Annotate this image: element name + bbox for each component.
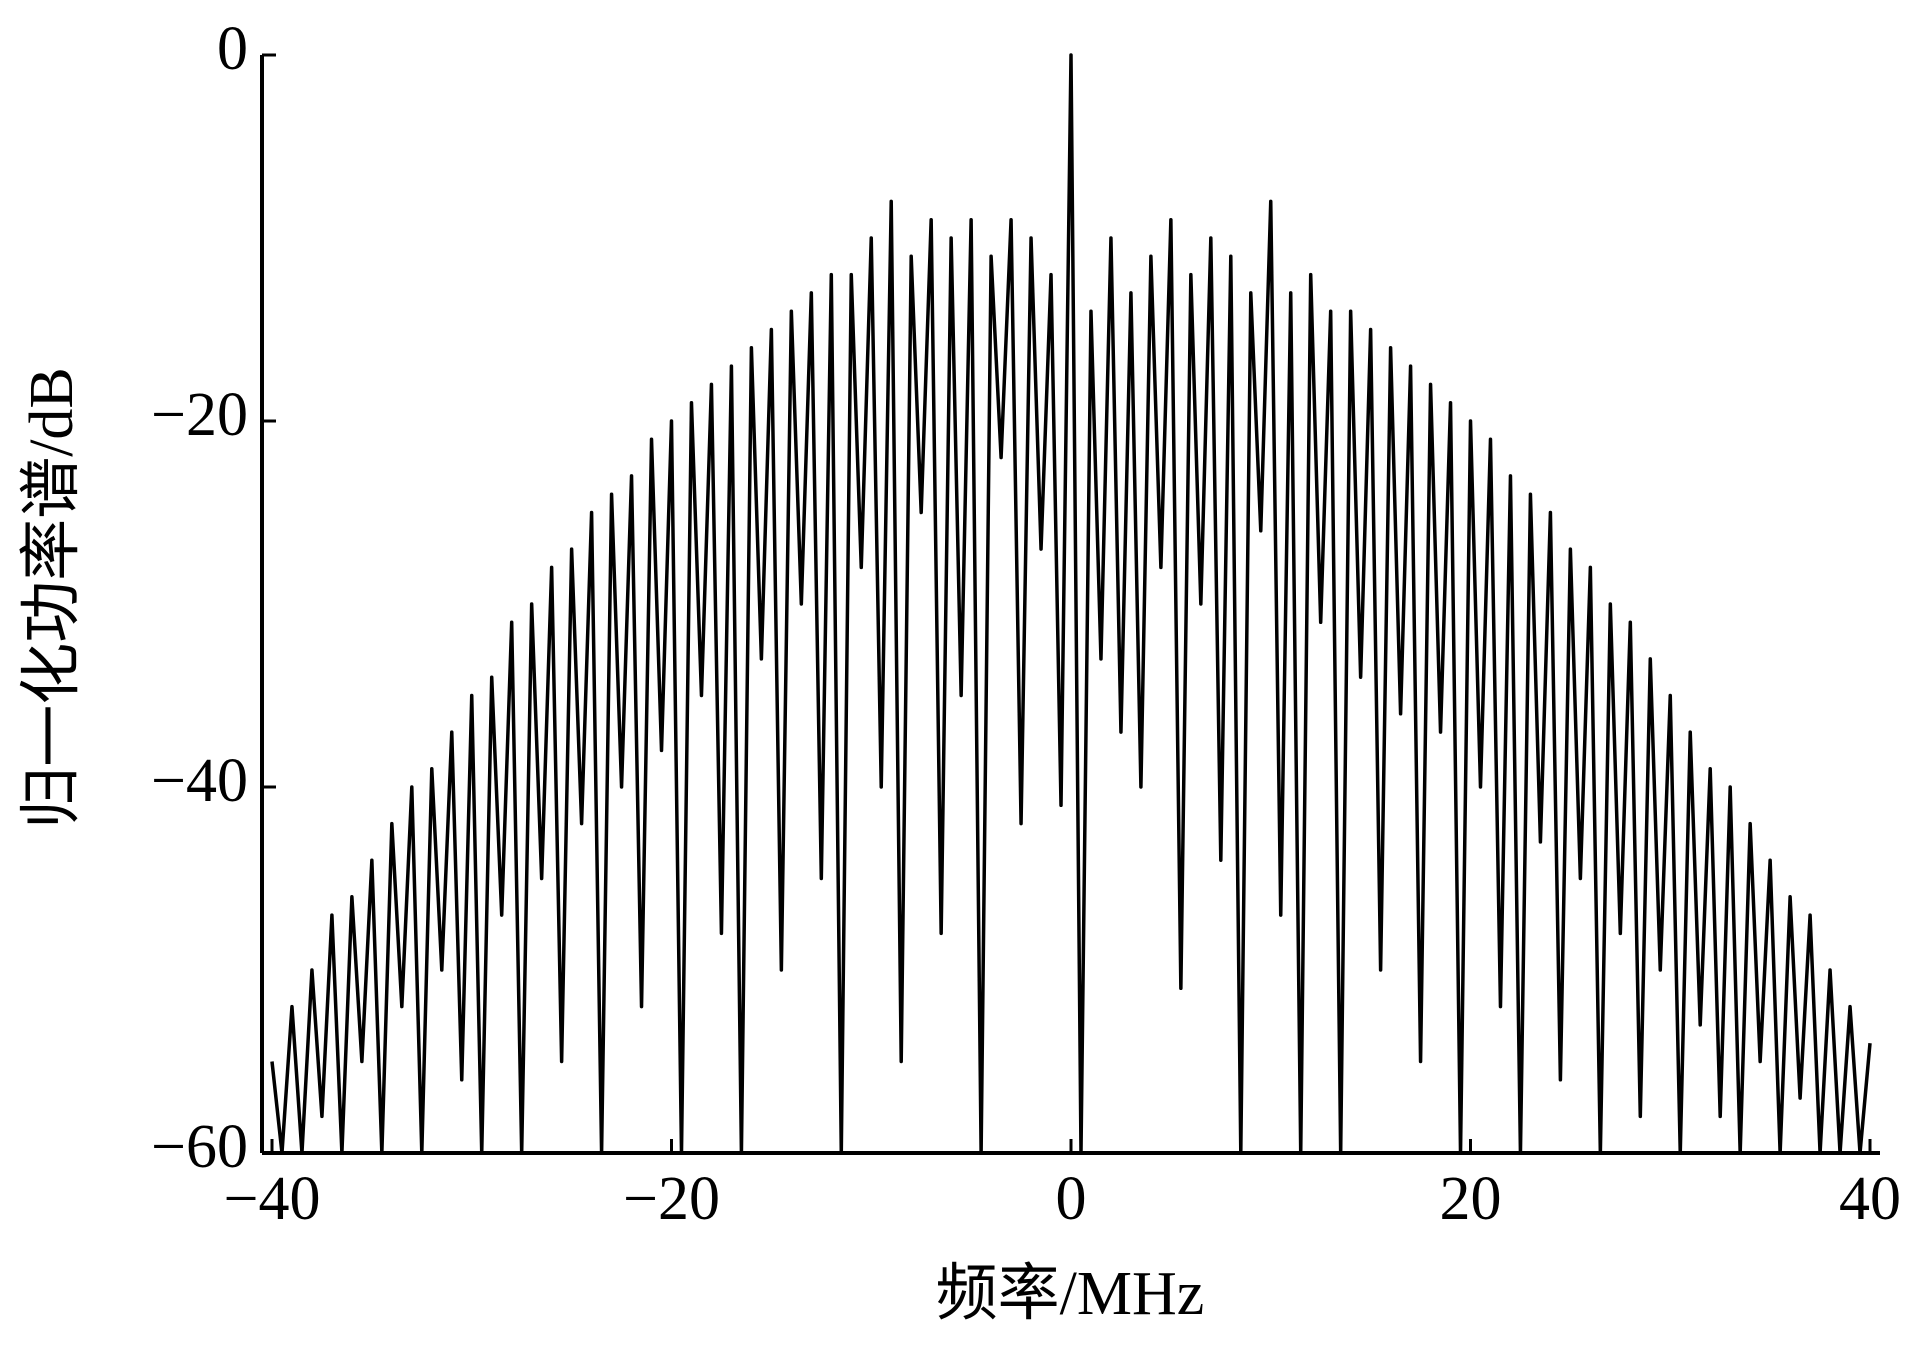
y-tick-label: 0 bbox=[217, 15, 248, 83]
x-tick-label: 0 bbox=[1056, 1165, 1087, 1233]
x-tick-label: 20 bbox=[1440, 1165, 1502, 1233]
x-axis-label: 频率/MHz bbox=[936, 1260, 1205, 1328]
y-tick-label: −20 bbox=[151, 381, 248, 449]
x-tick-label: −20 bbox=[623, 1165, 720, 1233]
y-tick-label: −40 bbox=[151, 747, 248, 815]
y-axis-label: 归一化功率谱/dB bbox=[18, 367, 86, 829]
x-tick-label: 40 bbox=[1839, 1165, 1901, 1233]
x-tick-label: −40 bbox=[224, 1165, 321, 1233]
y-tick-label: −60 bbox=[151, 1113, 248, 1181]
line-series bbox=[270, 53, 1872, 1155]
